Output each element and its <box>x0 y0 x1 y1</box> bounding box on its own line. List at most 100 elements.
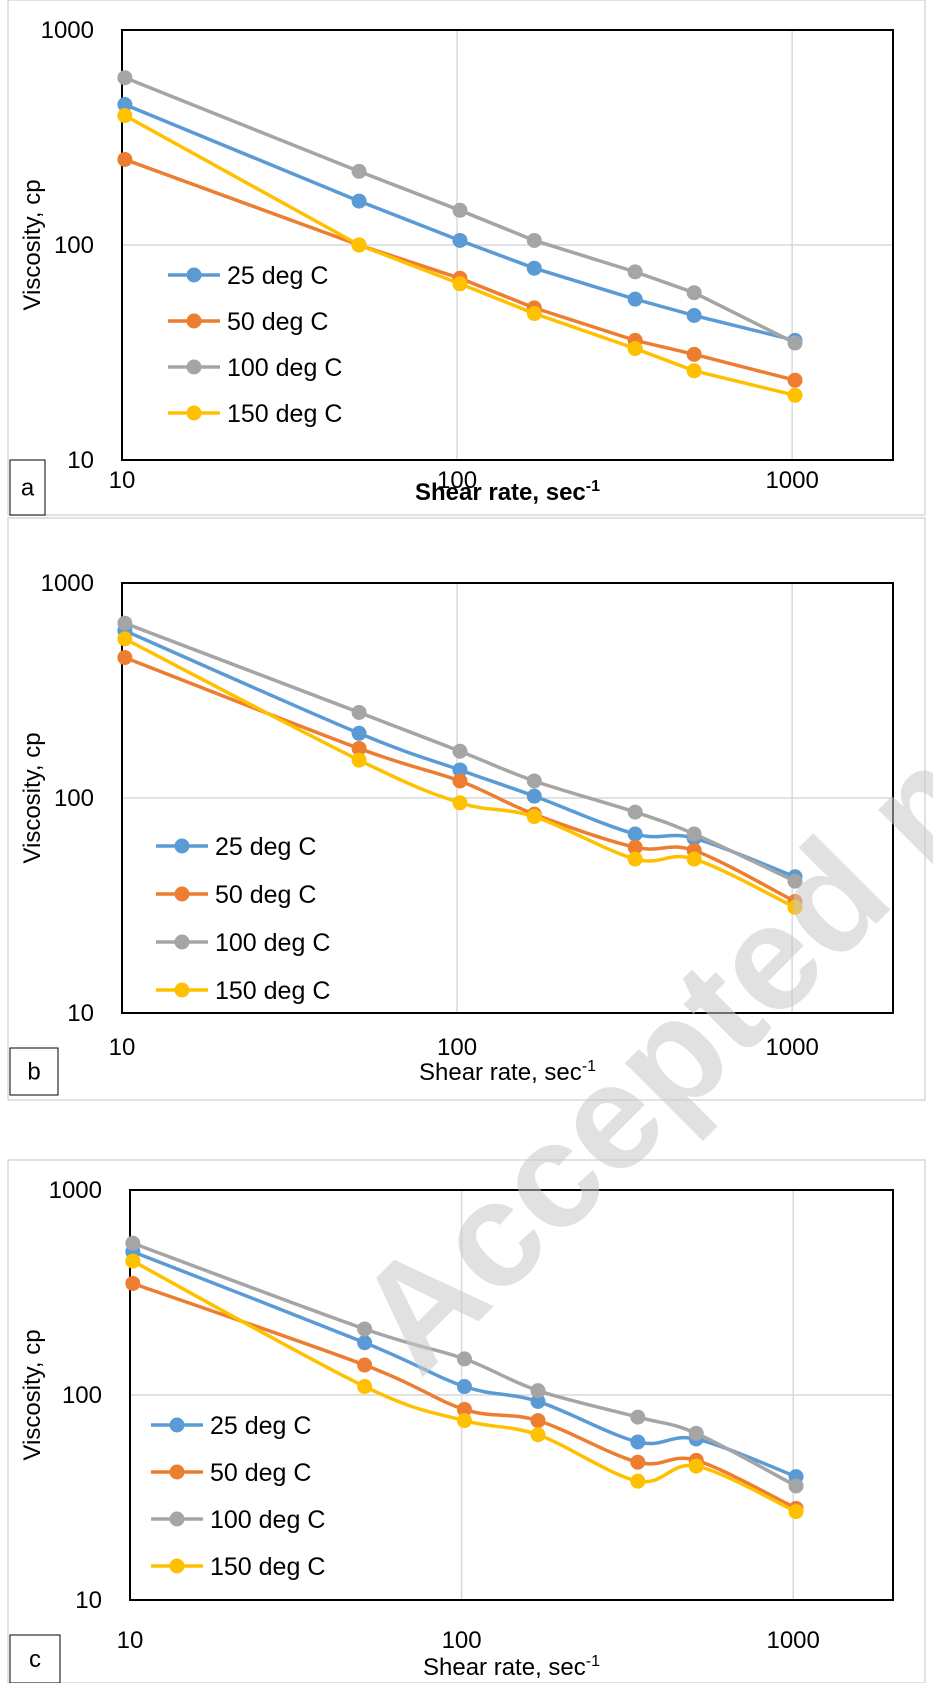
data-point <box>452 276 468 292</box>
data-point <box>627 341 643 357</box>
x-axis-title-main: Shear rate, sec <box>423 1654 586 1681</box>
data-point <box>686 851 702 867</box>
data-point <box>452 232 468 248</box>
x-axis-title-superscript: -1 <box>586 1653 600 1670</box>
legend-label: 150 deg C <box>227 400 342 428</box>
chart-frame <box>7 517 926 1101</box>
legend-entry: 50 deg C <box>156 881 316 909</box>
x-axis-title: Shear rate, sec-1 <box>423 1653 600 1681</box>
y-tick-label: 10 <box>67 447 94 474</box>
x-tick-label: 10 <box>109 1034 136 1061</box>
y-tick-label: 1000 <box>41 17 94 44</box>
y-axis-title: Viscosity, cp <box>19 1329 46 1460</box>
legend-swatch-marker <box>169 1417 185 1433</box>
x-axis-title: Shear rate, sec-1 <box>415 478 600 506</box>
y-tick-label: 100 <box>62 1382 102 1409</box>
plot-area <box>129 1189 894 1601</box>
data-point <box>452 202 468 218</box>
data-point <box>357 1335 373 1351</box>
data-point <box>686 307 702 323</box>
data-point <box>452 743 468 759</box>
legend-entry: 100 deg C <box>156 929 330 957</box>
y-tick-label: 100 <box>54 232 94 259</box>
legend-swatch-marker <box>186 359 202 375</box>
data-point <box>456 1413 472 1429</box>
data-point <box>456 1401 472 1417</box>
chart-panel-c: 10 100 1000 10 100 1000 Viscosity, cp Shear rat… <box>7 1159 926 1683</box>
x-tick-label: 1000 <box>765 467 818 494</box>
y-axis-title: Viscosity, cp <box>19 732 46 863</box>
chart-panel-a: 10 100 1000 10 100 1000 Viscosity, cp Shear rat… <box>7 0 926 516</box>
data-point <box>530 1413 546 1429</box>
legend-label: 50 deg C <box>210 1459 311 1487</box>
x-tick-label: 100 <box>437 1034 477 1061</box>
data-point <box>351 193 367 209</box>
data-point <box>530 1393 546 1409</box>
data-point <box>787 335 803 351</box>
data-point <box>526 809 542 825</box>
data-point <box>117 151 133 167</box>
legend-entry: 25 deg C <box>151 1412 311 1440</box>
data-point <box>456 1379 472 1395</box>
y-tick-label: 100 <box>54 785 94 812</box>
data-point <box>530 1383 546 1399</box>
legend-swatch-marker <box>186 405 202 421</box>
data-point <box>788 1504 804 1520</box>
data-point <box>125 1275 141 1291</box>
chart-frame <box>7 0 926 516</box>
data-point <box>627 264 643 280</box>
legend-swatch-marker <box>169 1464 185 1480</box>
panel-label-box <box>9 459 46 516</box>
data-point <box>526 306 542 322</box>
y-tick-label: 10 <box>67 1000 94 1027</box>
data-point <box>351 725 367 741</box>
data-point <box>117 615 133 631</box>
data-point <box>452 773 468 789</box>
panel-label: b <box>27 1059 40 1086</box>
data-point <box>452 762 468 778</box>
data-point <box>117 650 133 666</box>
x-axis-title-superscript: -1 <box>586 478 600 495</box>
data-point <box>788 1478 804 1494</box>
legend-label: 25 deg C <box>210 1412 311 1440</box>
y-tick-label: 1000 <box>49 1177 102 1204</box>
legend-entry: 25 deg C <box>156 833 316 861</box>
legend-swatch-marker <box>174 838 190 854</box>
data-point <box>630 1434 646 1450</box>
data-point <box>686 285 702 301</box>
legend-entry: 25 deg C <box>168 262 328 290</box>
legend-label: 100 deg C <box>210 1506 325 1534</box>
x-tick-label: 100 <box>442 1627 482 1654</box>
data-point <box>117 631 133 647</box>
data-point <box>357 1379 373 1395</box>
data-point <box>526 260 542 276</box>
legend-label: 100 deg C <box>227 354 342 382</box>
legend-entry: 50 deg C <box>151 1459 311 1487</box>
data-point <box>627 804 643 820</box>
legend-swatch-marker <box>174 934 190 950</box>
legend-label: 25 deg C <box>227 262 328 290</box>
x-axis-title-main: Shear rate, sec <box>415 479 586 506</box>
data-point <box>627 291 643 307</box>
data-point <box>117 108 133 124</box>
legend-swatch-marker <box>186 313 202 329</box>
data-point <box>357 1357 373 1373</box>
data-point <box>530 1427 546 1443</box>
data-point <box>787 899 803 915</box>
series-100-deg-c <box>125 1235 804 1494</box>
data-point <box>351 237 367 253</box>
data-point <box>456 1351 472 1367</box>
panel-label: a <box>21 475 35 502</box>
data-point <box>630 1409 646 1425</box>
x-tick-label: 10 <box>117 1627 144 1654</box>
data-point <box>787 387 803 403</box>
data-point <box>686 826 702 842</box>
legend-entry: 50 deg C <box>168 308 328 336</box>
data-point <box>357 1321 373 1337</box>
y-tick-label: 1000 <box>41 570 94 597</box>
data-point <box>125 1235 141 1251</box>
data-point <box>351 163 367 179</box>
series-150-deg-c <box>117 631 803 915</box>
legend-label: 150 deg C <box>215 977 330 1005</box>
